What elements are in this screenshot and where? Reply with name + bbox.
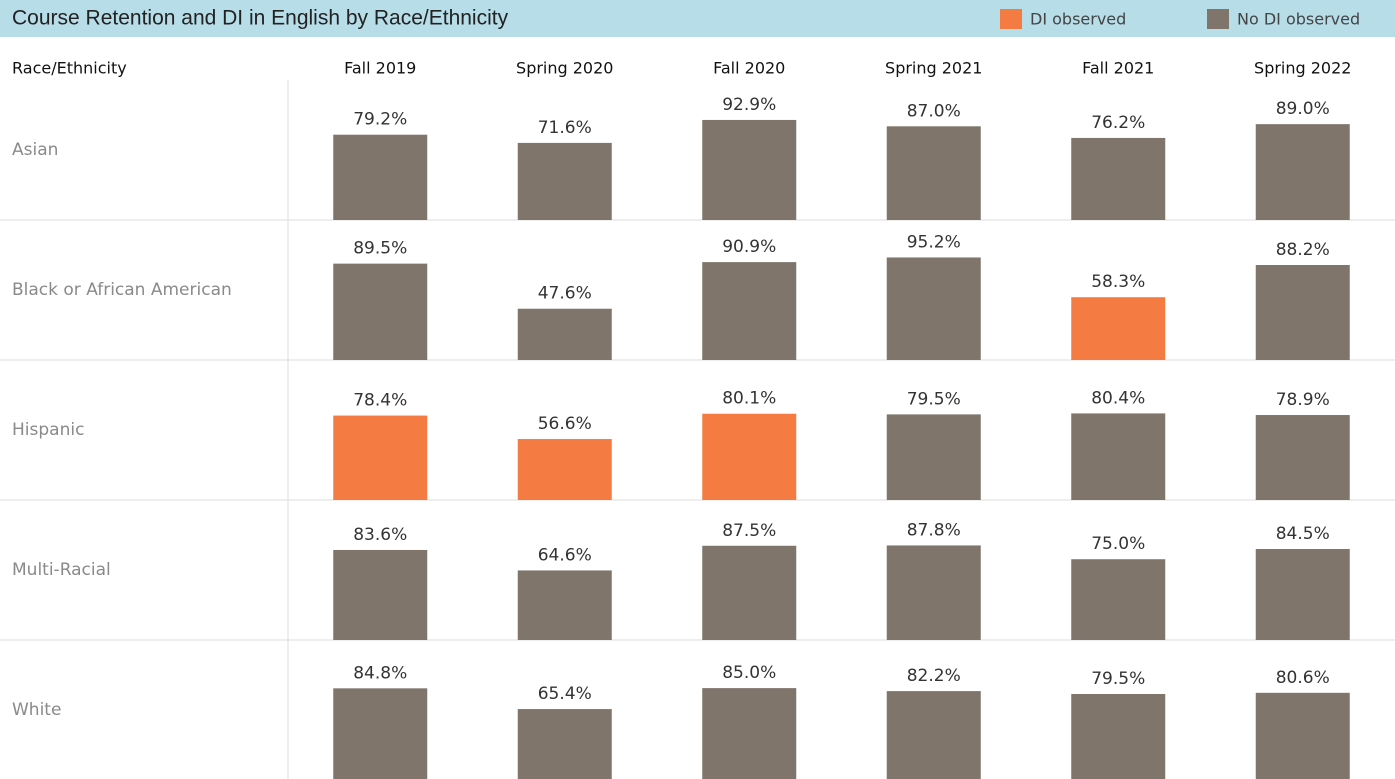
bar (1255, 265, 1350, 360)
row-label: White (12, 700, 61, 720)
column-header: Spring 2020 (516, 59, 613, 78)
legend-swatch (1000, 9, 1022, 29)
value-label: 89.0% (1276, 99, 1330, 119)
bar (517, 570, 612, 640)
value-label: 65.4% (538, 684, 592, 704)
value-label: 87.5% (722, 521, 776, 541)
row-label: Multi-Racial (12, 560, 111, 580)
bar (886, 691, 981, 779)
bar (1255, 549, 1350, 640)
value-label: 92.9% (722, 95, 776, 115)
value-label: 84.8% (353, 663, 407, 683)
legend-swatch (1207, 9, 1229, 29)
row-label: Asian (12, 140, 58, 160)
value-label: 78.4% (353, 391, 407, 411)
value-label: 64.6% (538, 545, 592, 565)
bar (517, 308, 612, 360)
value-label: 84.5% (1276, 524, 1330, 544)
bar (1071, 297, 1166, 360)
value-label: 87.8% (907, 520, 961, 540)
bar (1071, 413, 1166, 500)
bar (333, 263, 428, 360)
bar (517, 142, 612, 220)
bar (517, 709, 612, 779)
bar (886, 126, 981, 220)
bar (702, 688, 797, 779)
value-label: 85.0% (722, 663, 776, 683)
bar (1255, 124, 1350, 220)
value-label: 79.5% (1091, 669, 1145, 689)
value-label: 47.6% (538, 284, 592, 304)
value-label: 83.6% (353, 525, 407, 545)
value-label: 88.2% (1276, 240, 1330, 260)
column-header: Spring 2022 (1254, 59, 1351, 78)
value-label: 90.9% (722, 237, 776, 257)
legend-label: No DI observed (1237, 10, 1360, 29)
bar (702, 119, 797, 220)
bar (886, 545, 981, 640)
value-label: 78.9% (1276, 390, 1330, 410)
bar (1255, 415, 1350, 500)
bar (886, 414, 981, 500)
value-label: 79.5% (907, 389, 961, 409)
value-label: 80.1% (722, 389, 776, 409)
bar (1071, 693, 1166, 779)
column-header: Fall 2021 (1082, 59, 1154, 78)
bar (886, 257, 981, 360)
value-label: 56.6% (538, 414, 592, 434)
value-label: 80.4% (1091, 388, 1145, 408)
value-label: 80.6% (1276, 668, 1330, 688)
bar (333, 549, 428, 640)
bar (333, 134, 428, 220)
column-header: Fall 2019 (344, 59, 416, 78)
bar (702, 262, 797, 360)
column-header: Fall 2020 (713, 59, 785, 78)
column-header: Spring 2021 (885, 59, 982, 78)
value-label: 87.0% (907, 101, 961, 121)
row-label: Hispanic (12, 420, 84, 440)
bar (1071, 559, 1166, 640)
title-bar (0, 0, 1395, 37)
value-label: 95.2% (907, 232, 961, 252)
value-label: 71.6% (538, 118, 592, 138)
bar (333, 415, 428, 500)
bar (333, 688, 428, 779)
bar (1255, 692, 1350, 779)
value-label: 76.2% (1091, 113, 1145, 133)
legend-label: DI observed (1030, 10, 1126, 29)
value-label: 58.3% (1091, 272, 1145, 292)
bar (517, 439, 612, 500)
row-header: Race/Ethnicity (12, 59, 127, 78)
value-label: 79.2% (353, 110, 407, 130)
value-label: 89.5% (353, 239, 407, 259)
chart-title: Course Retention and DI in English by Ra… (12, 7, 509, 30)
bar (1071, 137, 1166, 220)
value-label: 75.0% (1091, 534, 1145, 554)
value-label: 82.2% (907, 666, 961, 686)
bar (702, 413, 797, 500)
bar (702, 545, 797, 640)
row-label: Black or African American (12, 280, 232, 300)
